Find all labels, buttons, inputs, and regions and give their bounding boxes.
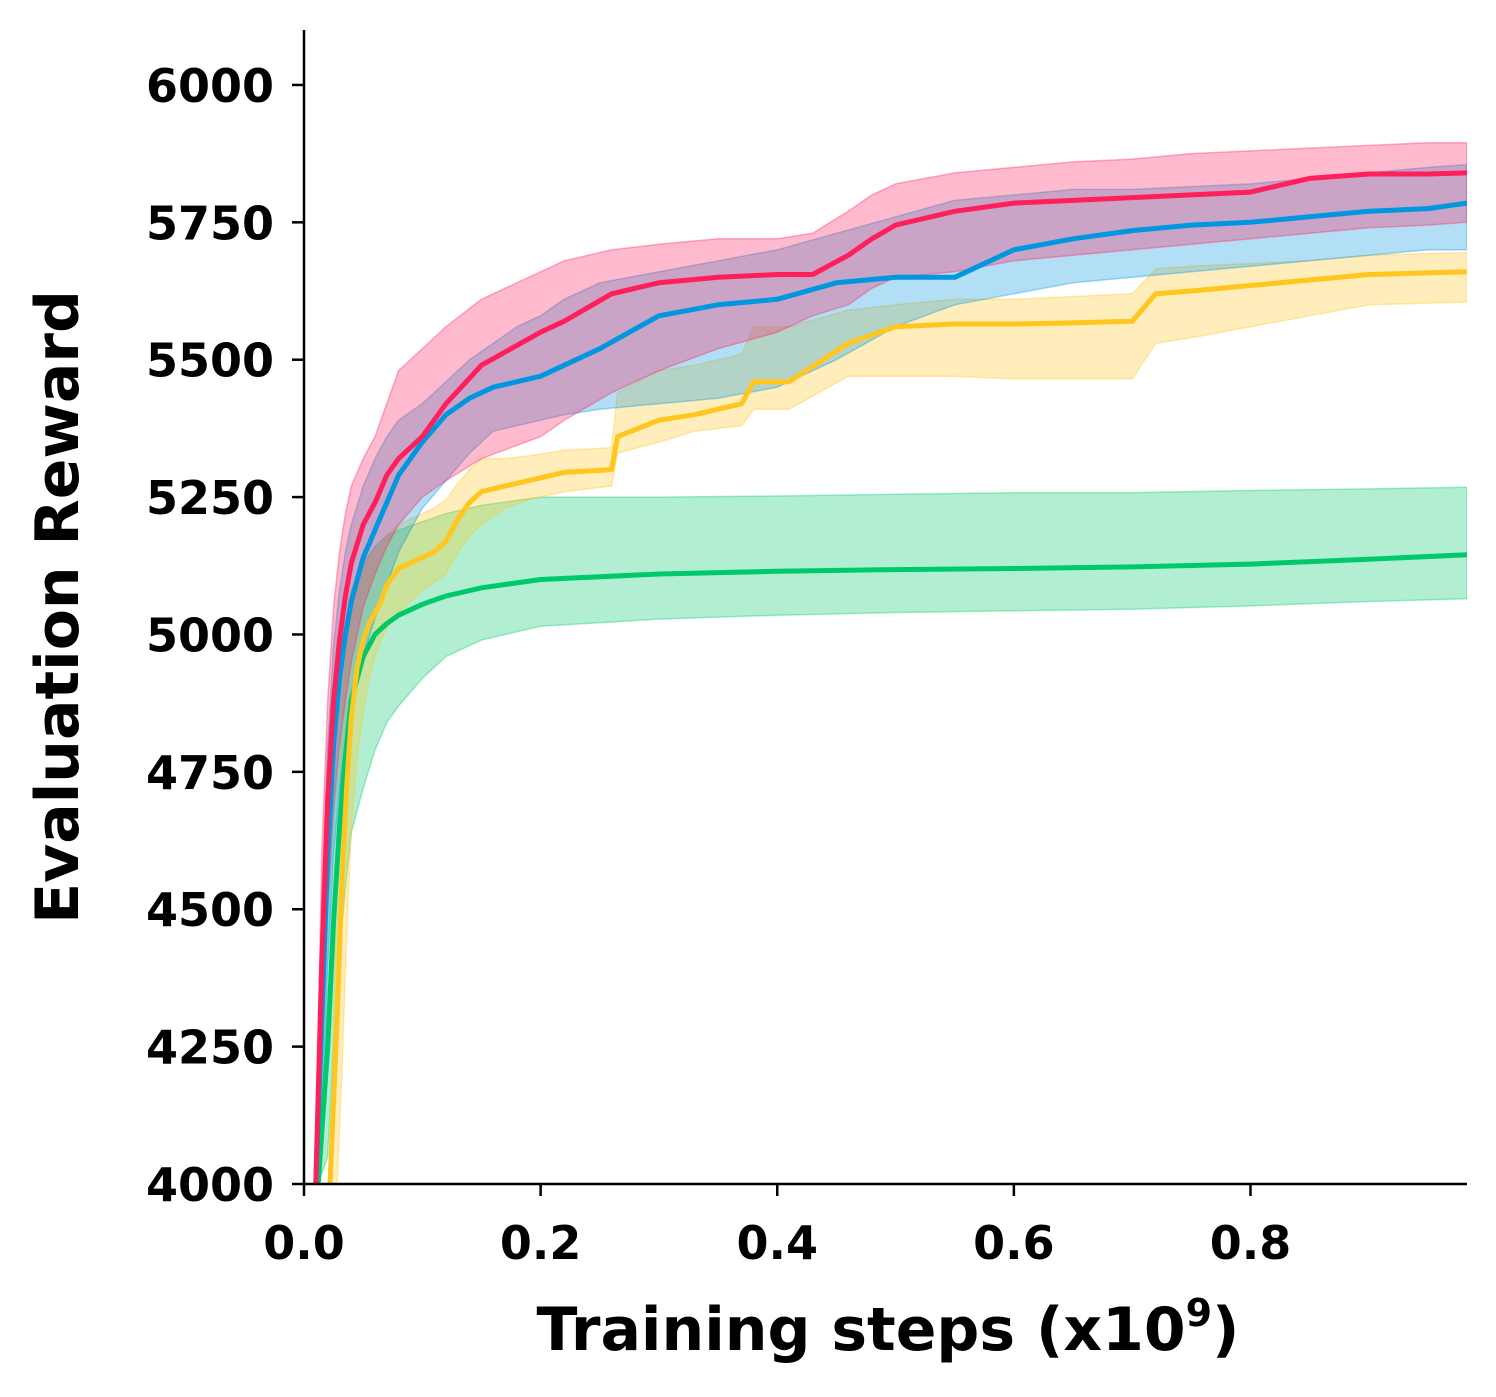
y-tick-label: 5250 [146, 471, 274, 525]
confidence-band-pink [315, 141, 1467, 1184]
x-tick-label: 0.0 [263, 1216, 345, 1270]
y-tick-label: 6000 [146, 59, 274, 113]
series-line-blue [313, 200, 1467, 1184]
plot-area [313, 141, 1467, 1184]
x-tick-label: 0.2 [500, 1216, 582, 1270]
y-tick-label: 4250 [146, 1021, 274, 1075]
series-line-pink [313, 170, 1467, 1184]
y-tick-label: 5000 [146, 608, 274, 662]
y-tick-label: 5500 [146, 334, 274, 388]
confidence-band-green [317, 486, 1467, 1184]
axis-ticks: 4000 4250 4500 4750 5000 5250 5500 5750 6000 0.0 0… [146, 59, 1291, 1270]
series-line-yellow [327, 269, 1467, 1184]
x-axis-title: Training steps (x109) [537, 1291, 1240, 1365]
x-tick-label: 0.6 [973, 1216, 1055, 1270]
series-line-green [315, 552, 1467, 1184]
confidence-band-blue [315, 163, 1467, 1184]
y-axis-title: Evaluation Reward [23, 290, 93, 924]
y-tick-label: 4500 [146, 883, 274, 937]
x-tick-label: 0.4 [736, 1216, 818, 1270]
y-tick-label: 4000 [146, 1158, 274, 1212]
confidence-band-yellow [329, 251, 1467, 1184]
y-tick-label: 5750 [146, 196, 274, 250]
x-tick-label: 0.8 [1210, 1216, 1292, 1270]
y-tick-label: 4750 [146, 746, 274, 800]
